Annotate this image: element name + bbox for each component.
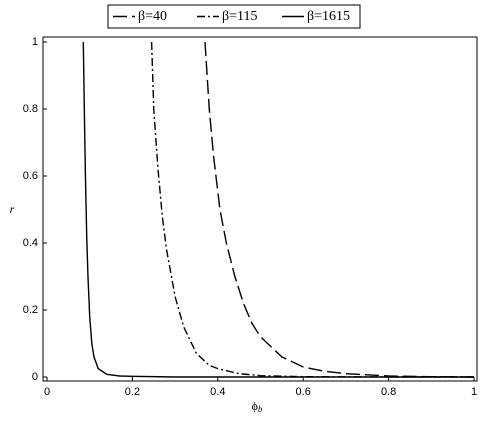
series-line [82, 41, 474, 378]
legend-label: β=115 [222, 9, 258, 24]
x-axis-label-subscript: b [258, 404, 263, 414]
legend-box [107, 4, 361, 29]
y-axis-label: r [10, 202, 15, 216]
y-tick-label: 1 [32, 36, 38, 48]
series-line [150, 41, 474, 378]
legend-label: β=1615 [307, 9, 350, 24]
y-tick-label: 0.8 [23, 103, 38, 115]
y-tick-label: 0.6 [23, 170, 38, 182]
x-tick-label: 0.8 [381, 386, 396, 398]
x-axis-label-symbol: ϕ [252, 399, 258, 413]
y-tick-label: 0.4 [23, 237, 38, 249]
x-tick-label: 0 [44, 386, 50, 398]
x-tick-label: 0.2 [125, 386, 140, 398]
x-tick-label: 1 [471, 386, 477, 398]
y-tick-label: 0 [32, 371, 38, 383]
series-line [204, 41, 475, 378]
legend-label: β=40 [138, 9, 167, 24]
x-tick-label: 0.6 [296, 386, 311, 398]
x-axis-label: ϕb [252, 399, 263, 414]
plot-frame [42, 36, 478, 382]
x-tick-label: 0.4 [210, 386, 225, 398]
y-tick-label: 0.2 [23, 304, 38, 316]
